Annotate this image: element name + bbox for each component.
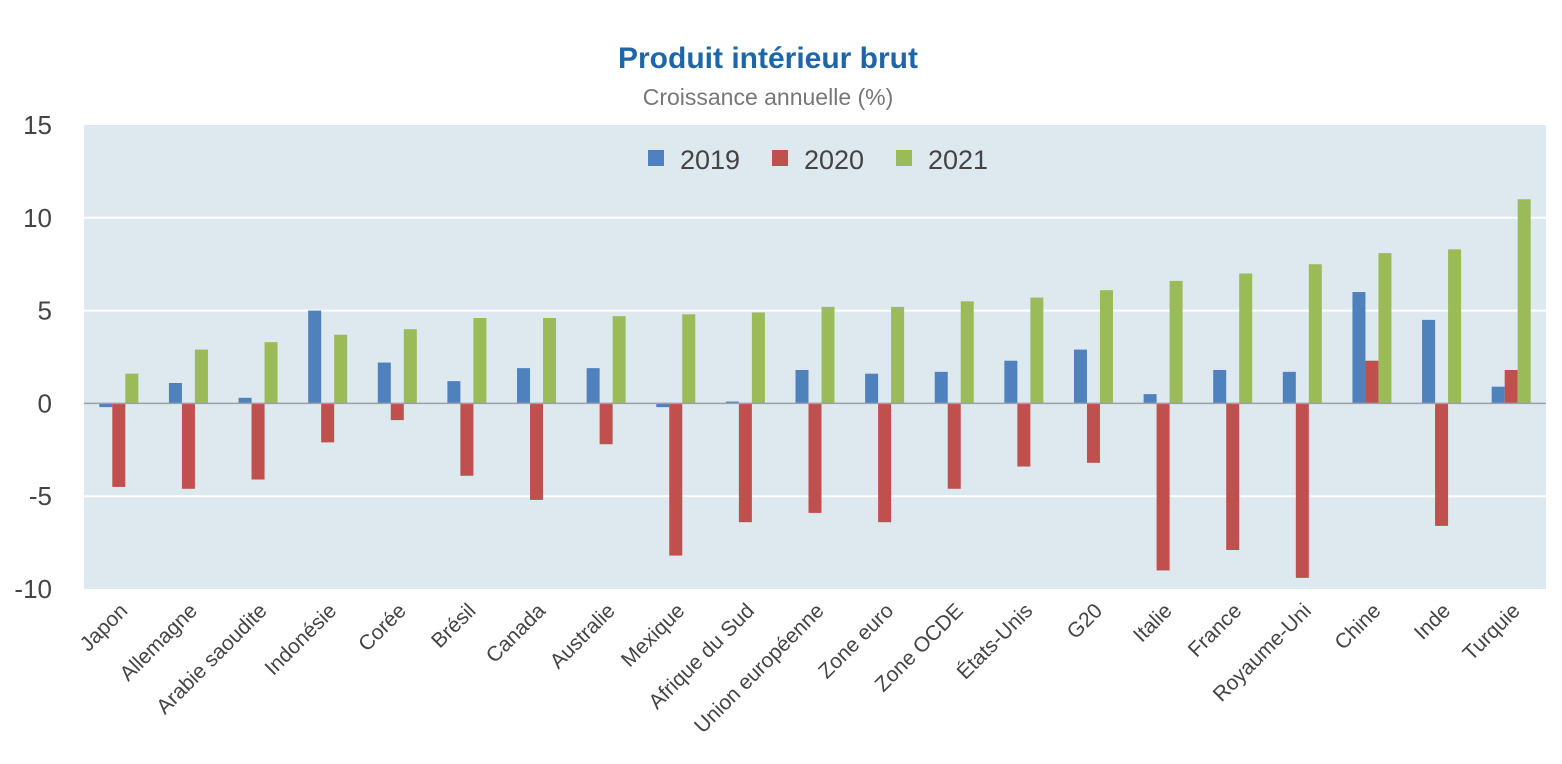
bar-2020 [1435, 403, 1449, 526]
bar-2019 [1352, 292, 1366, 404]
x-tick-label: Indonésie [261, 599, 342, 680]
bar-2019 [586, 368, 600, 404]
bar-2021 [1448, 249, 1462, 404]
chart-subtitle: Croissance annuelle (%) [643, 84, 894, 110]
bar-2020 [808, 403, 822, 513]
bar-2019 [238, 397, 252, 404]
legend-label-2019: 2019 [680, 145, 740, 175]
x-tick-label: Inde [1410, 599, 1455, 644]
bar-2020 [1086, 403, 1100, 463]
y-tick-label: -10 [14, 574, 52, 604]
bar-2021 [1308, 264, 1322, 404]
bar-2021 [264, 342, 278, 404]
bar-2021 [1517, 199, 1531, 404]
y-tick-label: 15 [23, 110, 52, 140]
y-tick-label: 5 [38, 296, 52, 326]
bar-2019 [865, 373, 879, 404]
bar-2019 [99, 403, 113, 408]
bar-2020 [1156, 403, 1170, 571]
bar-2020 [1365, 360, 1379, 404]
x-tick-label: Union européenne [690, 599, 828, 737]
bar-2019 [1073, 349, 1087, 404]
bar-2020 [530, 403, 544, 500]
bar-2019 [377, 362, 391, 404]
y-tick-label: -5 [29, 481, 52, 511]
bar-2019 [1004, 360, 1018, 404]
bars [99, 199, 1531, 578]
x-tick-label: Corée [354, 599, 411, 656]
bar-2019 [308, 310, 322, 404]
bar-2019 [1491, 386, 1505, 404]
bar-2019 [1282, 371, 1296, 404]
bar-2021 [543, 318, 557, 404]
bar-2020 [181, 403, 195, 489]
legend: 2019 2020 2021 [648, 145, 988, 175]
bar-2019 [1422, 319, 1436, 404]
bar-2021 [751, 312, 765, 404]
bar-2020 [599, 403, 613, 445]
bar-2021 [821, 306, 835, 404]
bar-2020 [112, 403, 126, 487]
plot-area [84, 125, 1546, 589]
x-tick-label: Australie [546, 599, 620, 673]
bar-2019 [725, 401, 739, 404]
x-tick-label: Mexique [617, 599, 689, 671]
bar-2021 [891, 306, 905, 404]
bar-2021 [194, 349, 208, 404]
bar-2019 [1213, 369, 1227, 404]
x-tick-label: Japon [76, 599, 133, 656]
bar-2020 [251, 403, 265, 480]
bar-2019 [517, 368, 531, 404]
bar-2021 [1030, 297, 1044, 404]
bar-2021 [125, 373, 139, 404]
y-axis-ticks: 15 10 5 0 -5 -10 [14, 110, 52, 604]
bar-2019 [1143, 394, 1157, 404]
bar-2020 [1226, 403, 1240, 551]
bar-2020 [1017, 403, 1031, 467]
bar-2021 [1099, 290, 1113, 404]
x-tick-label: Italie [1129, 599, 1177, 647]
bar-2020 [460, 403, 474, 476]
bar-2020 [390, 403, 404, 421]
bar-2021 [960, 301, 974, 404]
bar-2021 [612, 316, 626, 404]
bar-2020 [947, 403, 961, 489]
bar-2019 [447, 381, 461, 404]
legend-label-2021: 2021 [928, 145, 988, 175]
bar-2021 [473, 318, 487, 404]
bar-2021 [1239, 273, 1253, 404]
bar-2019 [168, 382, 182, 404]
bar-2021 [403, 329, 417, 404]
bar-2021 [682, 314, 696, 404]
x-tick-label: Canada [482, 599, 551, 668]
x-tick-label: G20 [1063, 599, 1107, 643]
y-tick-label: 0 [38, 388, 52, 418]
x-tick-label: Turquie [1459, 599, 1525, 665]
legend-swatch-2020 [772, 150, 788, 166]
chart-title: Produit intérieur brut [618, 42, 918, 75]
x-tick-label: France [1184, 599, 1246, 661]
bar-2021 [334, 334, 348, 404]
bar-2020 [738, 403, 752, 523]
bar-2019 [656, 403, 670, 408]
bar-2019 [934, 371, 948, 404]
bar-2021 [1378, 253, 1392, 404]
x-tick-label: États-Unis [953, 599, 1038, 684]
bar-2020 [1295, 403, 1309, 578]
y-tick-label: 10 [23, 203, 52, 233]
legend-swatch-2021 [896, 150, 912, 166]
bar-2020 [1504, 369, 1518, 404]
x-tick-label: Chine [1330, 599, 1385, 654]
bar-2019 [795, 369, 809, 404]
legend-swatch-2019 [648, 150, 664, 166]
bar-2020 [878, 403, 892, 523]
legend-label-2020: 2020 [804, 145, 864, 175]
bar-2021 [1169, 280, 1183, 404]
bar-2020 [669, 403, 683, 556]
x-tick-label: Brésil [427, 599, 480, 652]
bar-2020 [321, 403, 335, 443]
